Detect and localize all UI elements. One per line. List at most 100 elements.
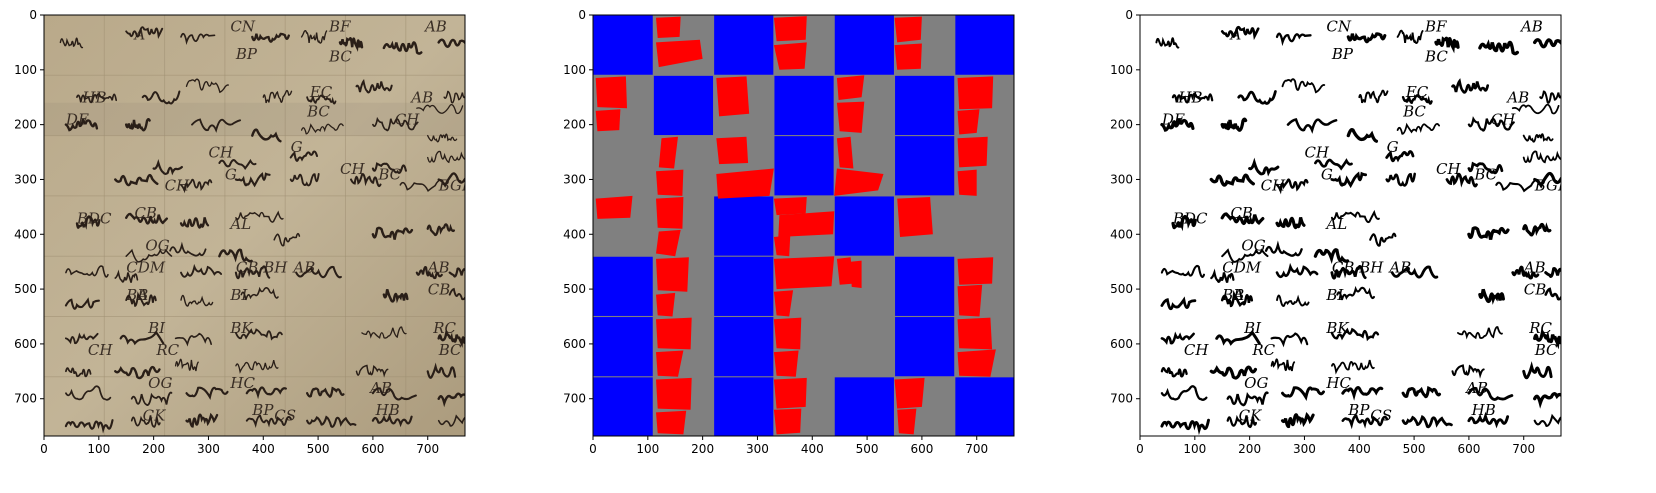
ink-stroke <box>185 412 219 428</box>
binary-stroke <box>1401 94 1433 105</box>
blue-region <box>714 196 774 256</box>
x-tick-label: 400 <box>1348 442 1371 456</box>
binary-stroke <box>1544 267 1561 278</box>
manuscript-letter: BC <box>328 48 352 66</box>
ink-stroke <box>245 414 292 429</box>
manuscript-letter: HB <box>1177 89 1202 107</box>
manuscript-letter: HC <box>229 374 255 392</box>
binary-stroke <box>1280 412 1315 429</box>
axes-frame <box>1139 14 1562 437</box>
manuscript-letter: AB <box>368 379 392 397</box>
ink-stroke <box>130 391 173 406</box>
binary-stroke <box>1533 392 1561 409</box>
red-fragment <box>773 235 791 257</box>
ink-stroke <box>289 150 319 162</box>
ink-stroke <box>300 123 344 135</box>
manuscript-letter: CB <box>1524 281 1547 299</box>
manuscript-letter: CH <box>1261 176 1286 194</box>
ink-stroke <box>306 415 357 428</box>
ink-stroke <box>426 362 457 379</box>
manuscript-letter: BGBF <box>1534 176 1580 194</box>
axes-original: 0 100 200 300 400 500 600 700 0 100 200 300 400 500 60… <box>14 8 466 456</box>
x-tick-label: 500 <box>1403 442 1426 456</box>
x-tick-label: 100 <box>636 442 659 456</box>
ink-stroke <box>169 241 207 257</box>
ink-stroke <box>273 232 301 247</box>
manuscript-letter: OG <box>1241 237 1265 255</box>
binary-stroke <box>1281 386 1325 401</box>
ink-stroke <box>235 359 279 374</box>
ink-stroke <box>76 93 118 104</box>
ink-stroke <box>443 90 465 104</box>
red-fragment <box>656 292 676 317</box>
red-fragment <box>897 408 917 435</box>
manuscript-letter: CS <box>274 407 296 425</box>
blue-region <box>895 256 955 316</box>
y-tick-label: 500 <box>14 282 37 296</box>
red-fragment <box>773 377 807 409</box>
binary-stroke <box>1330 209 1380 224</box>
binary-stroke <box>1396 122 1440 135</box>
manuscript-letter: AB <box>409 89 433 107</box>
manuscript-letter: BC <box>306 102 330 120</box>
manuscript-letter: AB <box>291 259 315 277</box>
manuscript-letter: BH <box>262 259 288 277</box>
binary-stroke <box>1210 268 1235 283</box>
manuscript-letter: EC <box>309 83 333 101</box>
ink-stroke <box>427 133 458 143</box>
red-fragment <box>716 136 749 165</box>
red-fragment <box>656 257 689 292</box>
binary-stroke <box>1467 226 1510 240</box>
binary-stroke <box>1215 329 1261 346</box>
binary-stroke <box>1539 90 1561 104</box>
blue-region <box>955 15 1014 75</box>
x-tick-label: 700 <box>965 442 988 456</box>
blue-region <box>895 75 955 136</box>
binary-stroke <box>1248 157 1280 177</box>
red-fragment <box>957 109 980 135</box>
blue-region <box>593 256 653 316</box>
binary-stroke <box>1396 29 1424 44</box>
ink-stroke <box>305 386 345 398</box>
binary-stroke <box>1341 386 1384 401</box>
binary-stroke <box>1346 128 1379 143</box>
red-fragment <box>957 317 993 350</box>
manuscript-letter: A <box>132 26 145 44</box>
binary-stroke <box>1160 118 1195 132</box>
manuscript-letter: CN <box>230 17 255 35</box>
red-fragment <box>894 377 925 409</box>
parchment-background <box>44 15 465 436</box>
ink-stroke <box>448 287 465 301</box>
y-tick-label: 700 <box>14 392 37 406</box>
manuscript-letter: BC <box>1402 102 1426 120</box>
manuscript-letter: BDC <box>76 209 112 227</box>
binary-stroke <box>1171 214 1197 232</box>
ink-stroke <box>114 173 159 187</box>
manuscript-letter: BC <box>1534 341 1558 359</box>
y-tick-label: 500 <box>1110 282 1133 296</box>
binary-stroke <box>1276 294 1310 307</box>
manuscript-letter: AL <box>228 215 251 233</box>
y-tick-label: 500 <box>563 282 586 296</box>
ink-stroke <box>64 332 99 345</box>
manuscript-letter: BI <box>1325 286 1344 304</box>
ink-stroke <box>371 387 417 401</box>
ink-stroke <box>371 162 407 174</box>
binary-stroke <box>1511 103 1560 115</box>
ink-stroke <box>234 265 271 280</box>
manuscript-letter: BC <box>1473 165 1497 183</box>
binary-stroke <box>1451 78 1490 94</box>
ink-stroke <box>180 294 214 307</box>
binary-stroke <box>1467 411 1510 429</box>
manuscript-letter: CH <box>1436 160 1461 178</box>
ink-stroke <box>338 37 364 52</box>
binary-stroke <box>1330 327 1380 342</box>
binarized-background <box>1140 15 1561 436</box>
red-fragment <box>836 75 865 100</box>
binary-stroke <box>1160 418 1210 436</box>
ink-stroke <box>355 364 389 378</box>
binary-stroke <box>1270 358 1296 372</box>
ink-stroke <box>235 210 284 223</box>
ink-stroke <box>416 104 464 115</box>
